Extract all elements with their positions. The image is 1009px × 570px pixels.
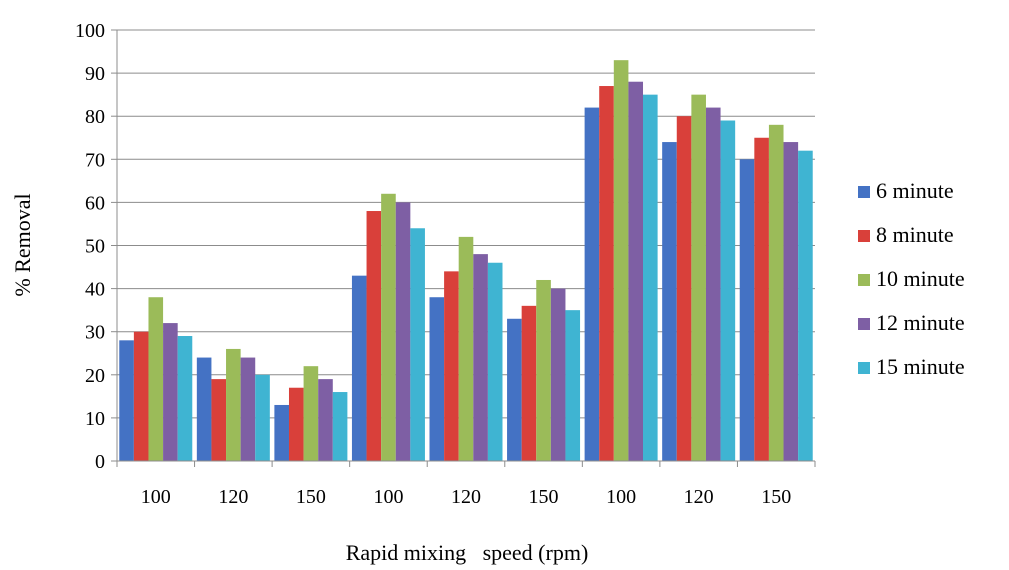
bar-8-minute-4 bbox=[444, 271, 459, 461]
bar-6-minute-1 bbox=[196, 357, 212, 461]
bar-15-minute-1 bbox=[255, 374, 270, 461]
bar-10-minute-4 bbox=[458, 236, 474, 461]
x-tick-label: 120 bbox=[218, 486, 248, 508]
x-tick-label: 100 bbox=[373, 486, 403, 508]
x-tick-label: 120 bbox=[451, 486, 481, 508]
legend-swatch bbox=[858, 274, 870, 286]
bar-6-minute-3 bbox=[351, 275, 367, 461]
bar-6-minute-5 bbox=[507, 318, 522, 461]
y-tick-label: 90 bbox=[85, 63, 105, 85]
y-tick-label: 20 bbox=[85, 365, 105, 387]
bar-8-minute-0 bbox=[133, 331, 149, 461]
legend-label: 12 minute bbox=[876, 310, 965, 335]
x-tick-label: 120 bbox=[684, 486, 714, 508]
y-tick-label: 50 bbox=[85, 236, 105, 258]
x-tick-label: 100 bbox=[606, 486, 636, 508]
bar-12-minute-1 bbox=[240, 357, 256, 461]
bar-10-minute-5 bbox=[536, 279, 551, 461]
y-tick-label: 70 bbox=[85, 149, 105, 171]
bar-12-minute-4 bbox=[473, 254, 488, 461]
bar-10-minute-3 bbox=[381, 193, 396, 461]
bar-12-minute-8 bbox=[783, 142, 799, 461]
bar-10-minute-6 bbox=[613, 60, 629, 462]
bar-12-minute-6 bbox=[628, 81, 644, 461]
y-tick-label: 60 bbox=[85, 192, 105, 214]
x-tick-labels: 100 120 150 100 120 150 100 120 150 bbox=[141, 486, 791, 508]
bar-8-minute-3 bbox=[366, 211, 382, 461]
legend-label: 6 minute bbox=[876, 178, 954, 203]
y-tick-label: 40 bbox=[85, 279, 105, 301]
bar-6-minute-8 bbox=[739, 159, 755, 462]
legend-label: 10 minute bbox=[876, 266, 965, 291]
bar-15-minute-2 bbox=[332, 392, 348, 461]
bar-10-minute-7 bbox=[691, 94, 706, 462]
bar-15-minute-5 bbox=[565, 310, 581, 461]
x-tick-label: 150 bbox=[529, 486, 559, 508]
bar-10-minute-2 bbox=[303, 366, 319, 461]
legend-swatch bbox=[858, 230, 870, 242]
legend-swatch bbox=[858, 318, 870, 330]
y-tick-label: 100 bbox=[75, 20, 105, 42]
y-tick-label: 0 bbox=[95, 451, 105, 473]
bar-8-minute-6 bbox=[599, 86, 614, 461]
x-tick-label: 150 bbox=[296, 486, 326, 508]
bar-15-minute-7 bbox=[720, 120, 736, 461]
bar-10-minute-8 bbox=[768, 124, 784, 461]
bar-6-minute-2 bbox=[274, 404, 289, 461]
bar-12-minute-3 bbox=[395, 202, 411, 461]
bar-8-minute-2 bbox=[288, 387, 304, 461]
y-tick-label: 30 bbox=[85, 322, 105, 344]
bar-8-minute-7 bbox=[676, 116, 692, 461]
bar-8-minute-8 bbox=[754, 137, 769, 461]
x-tick-label: 100 bbox=[141, 486, 171, 508]
bar-10-minute-0 bbox=[148, 297, 164, 461]
bar-8-minute-5 bbox=[521, 305, 537, 461]
bar-6-minute-0 bbox=[119, 340, 134, 461]
bar-15-minute-6 bbox=[643, 94, 658, 462]
y-tick-labels: 0 10 20 30 40 50 60 70 80 90 100 bbox=[75, 20, 105, 473]
bars bbox=[119, 60, 813, 462]
bar-6-minute-4 bbox=[429, 297, 445, 461]
bar-15-minute-8 bbox=[798, 150, 813, 461]
x-axis-title: Rapid mixing speed (rpm) bbox=[346, 540, 589, 565]
bar-6-minute-6 bbox=[584, 107, 600, 461]
x-tick-label: 150 bbox=[761, 486, 791, 508]
y-axis-title: % Removal bbox=[10, 193, 35, 296]
legend: 6 minute 8 minute 10 minute 12 minute 15 min… bbox=[858, 178, 965, 379]
bar-6-minute-7 bbox=[662, 142, 677, 461]
bar-12-minute-0 bbox=[163, 323, 178, 461]
bar-15-minute-4 bbox=[487, 262, 503, 461]
bar-12-minute-2 bbox=[318, 379, 333, 461]
bar-12-minute-5 bbox=[550, 288, 566, 461]
legend-label: 8 minute bbox=[876, 222, 954, 247]
bar-15-minute-0 bbox=[177, 336, 193, 461]
bar-12-minute-7 bbox=[705, 107, 721, 461]
bar-8-minute-1 bbox=[211, 379, 227, 461]
axes bbox=[111, 29, 816, 467]
legend-swatch bbox=[858, 186, 870, 198]
y-tick-label: 10 bbox=[85, 408, 105, 430]
legend-swatch bbox=[858, 362, 870, 374]
y-tick-label: 80 bbox=[85, 106, 105, 128]
legend-label: 15 minute bbox=[876, 354, 965, 379]
bar-10-minute-1 bbox=[226, 348, 241, 461]
bar-15-minute-3 bbox=[410, 228, 425, 461]
